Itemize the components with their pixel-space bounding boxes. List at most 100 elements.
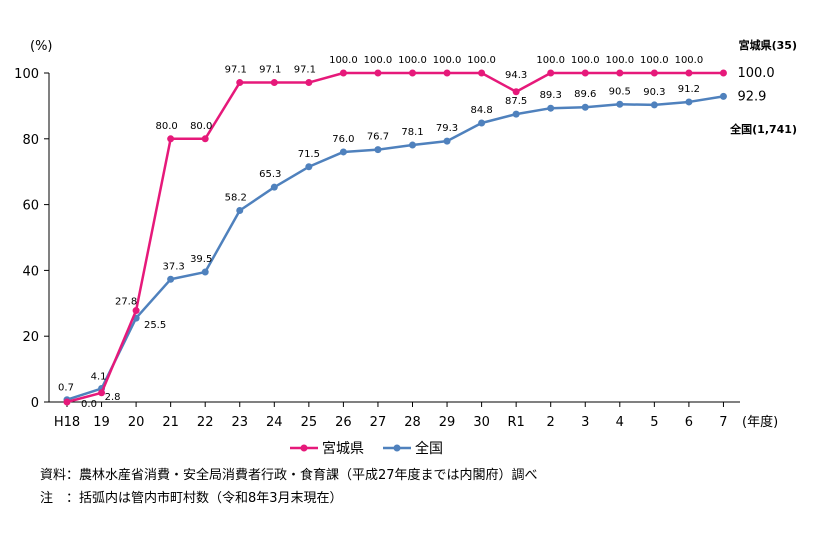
data-point [616,69,624,77]
x-tick-label: 29 [439,415,456,430]
data-label: 58.2 [225,193,247,204]
x-tick-label: R1 [507,415,524,430]
data-label: 89.6 [574,89,596,100]
x-tick-label: 25 [301,415,318,430]
y-tick-label: 100 [14,67,39,82]
data-label: 97.1 [259,65,281,76]
data-point [650,101,658,109]
data-label: 76.0 [332,134,354,145]
y-tick-label: 20 [22,330,39,345]
y-tick-label: 40 [22,264,39,279]
data-point [63,398,71,406]
data-label: 84.8 [470,105,492,116]
legend-marker [393,444,401,452]
data-label: 80.0 [190,121,212,132]
data-point [305,163,313,171]
series-layer [63,69,727,406]
series-line-miyagi [66,71,724,404]
x-tick-label: 27 [370,415,387,430]
data-label: 100.0 [640,55,669,66]
data-label: 76.7 [367,132,389,143]
data-point [409,69,416,77]
data-label: 78.1 [401,127,423,138]
data-label: 100.0 [364,55,393,66]
legend-marker [300,444,308,452]
data-point [443,69,451,77]
data-point [167,135,175,143]
x-tick-label: 26 [335,415,352,430]
last-value-label: 92.9 [737,89,766,104]
data-point [201,135,209,143]
data-point [616,100,624,108]
data-point [685,98,693,106]
data-label: 94.3 [505,70,527,81]
data-point [409,141,416,149]
data-label: 97.1 [225,65,247,76]
x-tick-label: 5 [650,415,658,430]
x-tick-label: 21 [162,415,179,430]
data-point [339,148,347,156]
data-point [339,69,347,77]
data-label: 97.1 [294,65,316,76]
data-point [98,389,106,397]
data-label: 100.0 [467,55,496,66]
data-point [478,119,486,127]
data-label: 71.5 [298,149,320,160]
data-point [547,104,555,112]
data-point [581,103,589,111]
data-label: 37.3 [163,261,185,272]
data-point [512,110,520,118]
data-label: 65.3 [259,169,281,180]
data-label: 25.5 [144,320,166,331]
y-tick-label: 60 [22,199,39,214]
x-tick-label: 30 [473,415,490,430]
data-label: 39.5 [190,254,212,265]
data-point [201,268,209,276]
x-tick-label: 22 [197,415,214,430]
x-tick-label: 3 [581,415,589,430]
data-point [305,79,313,87]
data-point [374,69,382,77]
data-point [132,307,140,315]
data-point [478,69,486,77]
data-label: 100.0 [536,55,565,66]
x-tick-label: 19 [93,415,110,430]
data-label: 0.7 [58,383,74,394]
series-end-name: 宮城県(35) [739,38,797,52]
data-label: 100.0 [605,55,634,66]
data-point [167,275,175,283]
data-label: 87.5 [505,96,527,107]
data-point [512,88,520,96]
data-label: 100.0 [433,55,462,66]
data-point [270,183,278,191]
x-tick-label: H18 [54,415,80,430]
last-value-label: 100.0 [737,66,774,81]
data-label: 100.0 [571,55,600,66]
y-axis-unit: (%) [30,39,53,54]
data-label: 100.0 [329,55,358,66]
data-label: 0.0 [81,399,97,410]
x-tick-label: 20 [128,415,145,430]
x-tick-label: 28 [404,415,421,430]
data-label: 89.3 [540,90,562,101]
data-label: 100.0 [675,55,704,66]
data-label: 2.8 [105,392,121,403]
data-label: 91.2 [678,84,700,95]
series-line-national [66,95,724,401]
x-axis-unit: (年度) [742,414,778,430]
x-tick-label: 23 [231,415,248,430]
data-point [581,69,589,77]
data-label: 90.5 [609,86,631,97]
data-label: 27.8 [115,297,137,308]
data-labels: 0.0 2.8 27.8 80.0 80.0 97.1 97.1 97.1 100.0 100.0… [58,38,797,410]
data-label: 100.0 [398,55,427,66]
x-tick-label: 4 [616,415,624,430]
data-label: 80.0 [156,121,178,132]
data-label: 79.3 [436,123,458,134]
x-tick-label: 6 [685,415,693,430]
data-point [236,79,244,87]
data-label: 4.1 [91,372,107,383]
